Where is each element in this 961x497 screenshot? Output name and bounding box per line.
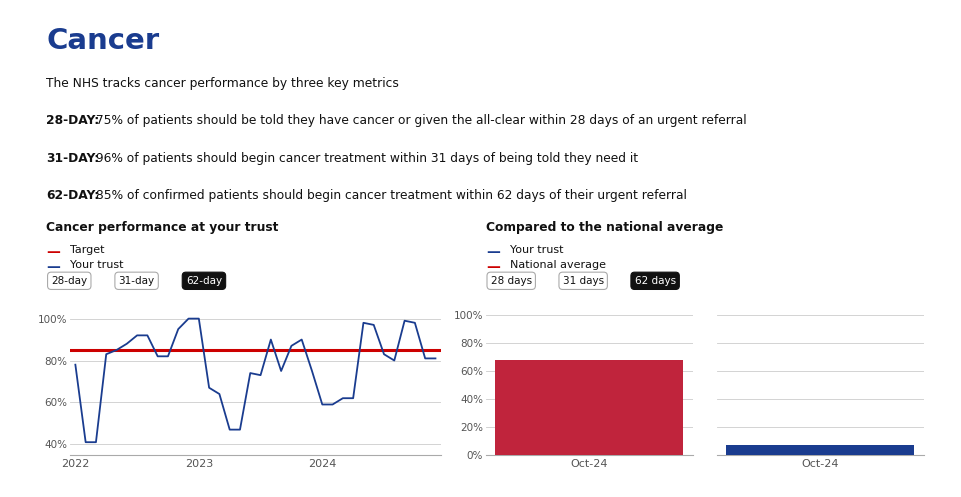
Text: Cancer: Cancer [46,27,160,55]
Text: Your trust: Your trust [509,245,563,254]
Text: 28-day: 28-day [51,276,87,286]
Text: 62-DAY:: 62-DAY: [46,189,99,202]
Text: 85% of confirmed patients should begin cancer treatment within 62 days of their : 85% of confirmed patients should begin c… [92,189,686,202]
Text: 62 days: 62 days [634,276,675,286]
Text: 96% of patients should begin cancer treatment within 31 days of being told they : 96% of patients should begin cancer trea… [92,152,637,165]
Text: The NHS tracks cancer performance by three key metrics: The NHS tracks cancer performance by thr… [46,77,399,90]
Text: Your trust: Your trust [70,260,124,270]
Bar [495,359,682,455]
Bar [726,445,913,455]
Text: 62-day: 62-day [185,276,222,286]
Text: Target: Target [70,245,105,254]
Text: 28-DAY:: 28-DAY: [46,114,99,127]
Text: National average: National average [509,260,605,270]
Text: 31-DAY:: 31-DAY: [46,152,99,165]
Text: —: — [485,245,499,258]
Text: 28 days: 28 days [490,276,531,286]
Text: 31 days: 31 days [562,276,604,286]
Text: 68.2%: 68.2% [778,342,817,352]
Text: Cancer performance at your trust: Cancer performance at your trust [46,221,279,234]
Text: —: — [485,260,499,274]
Text: 75% of patients should be told they have cancer or given the all-clear within 28: 75% of patients should be told they have… [92,114,746,127]
Text: —: — [46,260,60,274]
Text: Compared to the national average: Compared to the national average [485,221,723,234]
Text: 31-day: 31-day [118,276,155,286]
Text: —: — [46,245,60,258]
